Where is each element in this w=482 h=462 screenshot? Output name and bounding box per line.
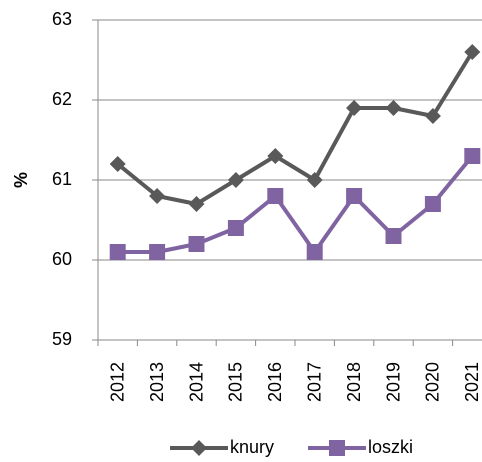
data-point bbox=[306, 172, 323, 188]
y-tick-label: 60 bbox=[52, 249, 72, 269]
data-point bbox=[346, 100, 363, 116]
data-point bbox=[346, 188, 363, 204]
legend-marker bbox=[329, 440, 345, 456]
data-point bbox=[109, 244, 126, 260]
data-point bbox=[188, 196, 205, 212]
x-tick-label: 2012 bbox=[107, 362, 127, 402]
x-tick-label: 2021 bbox=[462, 362, 482, 402]
data-point bbox=[306, 244, 323, 260]
data-point bbox=[464, 44, 481, 60]
x-tick-label: 2020 bbox=[423, 362, 443, 402]
x-tick-label: 2017 bbox=[304, 362, 324, 402]
x-tick-label: 2014 bbox=[186, 362, 206, 402]
data-point bbox=[424, 196, 441, 212]
series-line bbox=[116, 50, 475, 206]
y-tick-label: 63 bbox=[52, 9, 72, 29]
data-point bbox=[227, 172, 244, 188]
legend-label: knury bbox=[230, 437, 274, 457]
data-point bbox=[149, 188, 166, 204]
legend-marker bbox=[191, 440, 207, 456]
y-tick-label: 62 bbox=[52, 89, 72, 109]
x-tick-label: 2019 bbox=[383, 362, 403, 402]
data-point bbox=[385, 100, 402, 116]
data-point bbox=[424, 108, 441, 124]
legend-label: loszki bbox=[368, 437, 413, 457]
data-point bbox=[227, 220, 244, 236]
data-point bbox=[149, 244, 166, 260]
data-point bbox=[188, 236, 205, 252]
x-tick-label: 2013 bbox=[147, 362, 167, 402]
y-tick-label: 59 bbox=[52, 329, 72, 349]
data-point bbox=[267, 148, 284, 164]
x-tick-label: 2016 bbox=[265, 362, 285, 402]
data-point bbox=[385, 228, 402, 244]
x-tick-label: 2018 bbox=[344, 362, 364, 402]
series-line bbox=[117, 154, 474, 254]
x-tick-label: 2015 bbox=[226, 362, 246, 402]
y-tick-label: 61 bbox=[52, 169, 72, 189]
data-point bbox=[109, 156, 126, 172]
data-point bbox=[267, 188, 284, 204]
data-point bbox=[464, 148, 481, 164]
y-axis-label: % bbox=[11, 172, 31, 188]
